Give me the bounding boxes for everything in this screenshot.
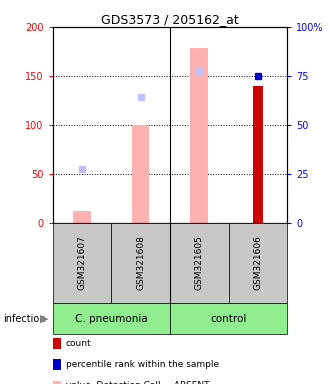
Bar	[112, 223, 170, 303]
Bar	[190, 48, 208, 223]
Text: value, Detection Call = ABSENT: value, Detection Call = ABSENT	[66, 381, 210, 384]
Text: percentile rank within the sample: percentile rank within the sample	[66, 360, 219, 369]
Text: C. pneumonia: C. pneumonia	[75, 314, 148, 324]
Bar	[53, 303, 170, 334]
Text: GSM321608: GSM321608	[136, 236, 145, 290]
Title: GDS3573 / 205162_at: GDS3573 / 205162_at	[101, 13, 239, 26]
Text: ▶: ▶	[40, 314, 48, 324]
Bar	[132, 125, 149, 223]
Text: control: control	[210, 314, 247, 324]
Bar	[170, 303, 287, 334]
Text: infection: infection	[3, 314, 46, 324]
Bar	[253, 86, 263, 223]
Bar	[170, 223, 229, 303]
Text: count: count	[66, 339, 92, 348]
Bar	[53, 223, 112, 303]
Text: GSM321605: GSM321605	[195, 236, 204, 290]
Bar	[73, 211, 91, 223]
Text: GSM321607: GSM321607	[78, 236, 86, 290]
Bar	[228, 223, 287, 303]
Text: GSM321606: GSM321606	[253, 236, 262, 290]
